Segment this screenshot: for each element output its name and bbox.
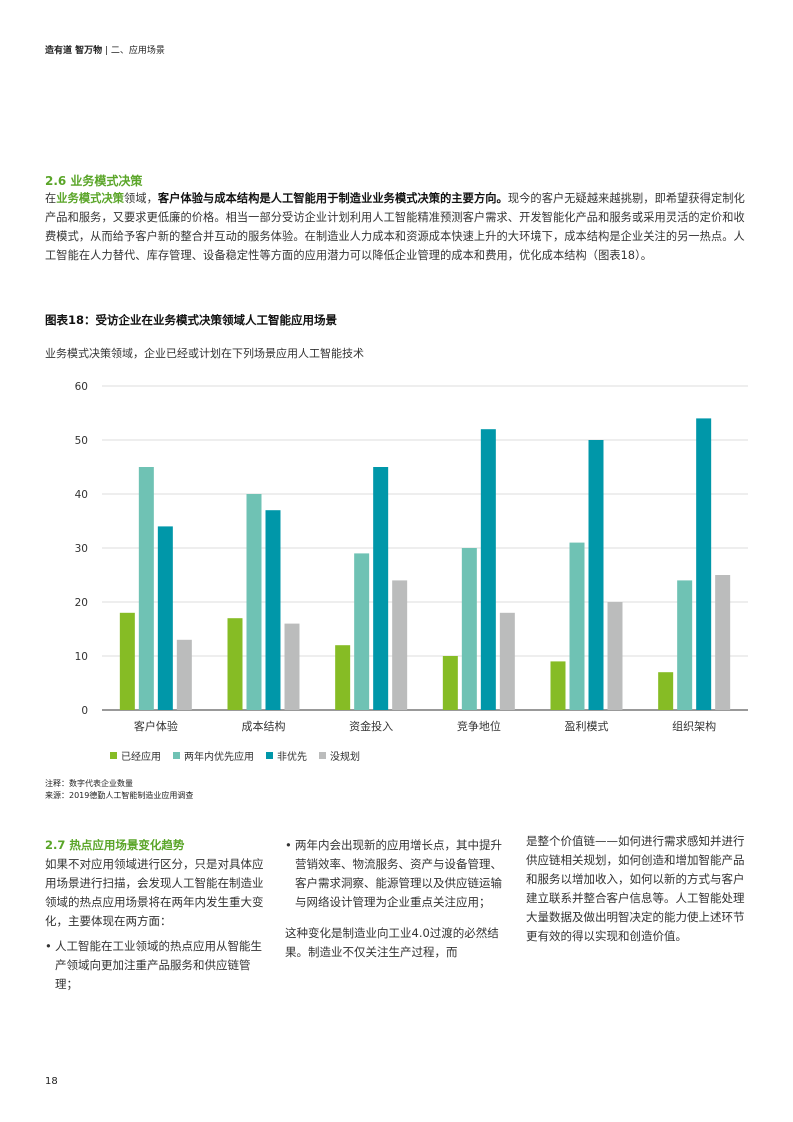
x-tick-label: 盈利模式 bbox=[565, 720, 609, 733]
bar bbox=[696, 418, 712, 710]
y-tick-label: 0 bbox=[81, 705, 88, 717]
header-brand: 造有道 智万物 bbox=[45, 46, 103, 56]
legend-item: 非优先 bbox=[266, 748, 307, 763]
bar bbox=[550, 661, 566, 710]
column-2: 两年内会出现新的应用增长点，其中提升营销效率、物流服务、资产与设备管理、客户需求… bbox=[285, 836, 505, 962]
section2-paragraph-1: 如果不对应用领域进行区分，只是对具体应用场景进行扫描，会发现人工智能在制造业领域… bbox=[45, 857, 264, 928]
intro-bold: 客户体验与成本结构是人工智能用于制造业业务模式决策的主要方向。 bbox=[157, 192, 508, 205]
x-tick-label: 资金投入 bbox=[349, 719, 393, 733]
bar bbox=[442, 656, 458, 710]
page-number: 18 bbox=[45, 1076, 58, 1087]
bar bbox=[138, 467, 154, 710]
bar bbox=[461, 548, 477, 710]
legend-label: 已经应用 bbox=[121, 752, 161, 763]
bar bbox=[335, 645, 351, 710]
y-tick-label: 60 bbox=[75, 381, 88, 393]
figure-subtitle: 业务模式决策领域，企业已经或计划在下列场景应用人工智能技术 bbox=[45, 347, 364, 360]
legend-item: 两年内优先应用 bbox=[173, 748, 254, 763]
x-tick-label: 组织架构 bbox=[672, 719, 716, 733]
legend-item: 已经应用 bbox=[110, 748, 161, 763]
intro-rest: 现今的客户无疑越来越挑剔，即希望获得定制化产品和服务，又要求更低廉的价格。相当一… bbox=[45, 192, 745, 262]
bar bbox=[677, 580, 693, 710]
legend-label: 非优先 bbox=[277, 752, 307, 763]
bar bbox=[157, 526, 173, 710]
header-divider: | bbox=[105, 46, 111, 56]
bar bbox=[658, 672, 674, 710]
intro-mid: 领域， bbox=[124, 192, 158, 205]
column-3: 是整个价值链——如何进行需求感知并进行供应链相关规划，如何创造和增加智能产品和服… bbox=[526, 832, 751, 946]
figure-note: 注释：数字代表企业数量 bbox=[45, 779, 133, 788]
intro-highlight: 业务模式决策 bbox=[56, 192, 125, 205]
bar bbox=[246, 494, 262, 710]
bar bbox=[265, 510, 281, 710]
bar bbox=[499, 612, 515, 710]
legend-label: 没规划 bbox=[330, 752, 360, 763]
y-tick-label: 30 bbox=[75, 543, 88, 555]
legend-swatch bbox=[319, 752, 326, 759]
y-tick-label: 40 bbox=[75, 489, 88, 501]
intro-paragraph: 在业务模式决策领域，客户体验与成本结构是人工智能用于制造业业务模式决策的主要方向… bbox=[45, 189, 750, 265]
chart-legend: 已经应用 两年内优先应用 非优先 没规划 bbox=[110, 748, 360, 763]
bar bbox=[480, 429, 496, 710]
bar bbox=[588, 440, 604, 710]
bar bbox=[569, 542, 585, 710]
bar bbox=[284, 623, 300, 710]
bullet-2: 两年内会出现新的应用增长点，其中提升营销效率、物流服务、资产与设备管理、客户需求… bbox=[285, 836, 505, 912]
y-tick-label: 10 bbox=[75, 651, 88, 663]
bar bbox=[176, 639, 192, 710]
bar bbox=[227, 618, 243, 710]
y-tick-label: 20 bbox=[75, 597, 88, 609]
section2-title: 2.7 热点应用场景变化趋势 bbox=[45, 838, 185, 852]
bar bbox=[392, 580, 408, 710]
section2-paragraph-2: 这种变化是制造业向工业4.0过渡的必然结果。制造业不仅关注生产过程，而 bbox=[285, 926, 499, 959]
figure-notes: 注释：数字代表企业数量 来源：2019德勤人工智能制造业应用调查 bbox=[45, 778, 193, 802]
section2-paragraph-3: 是整个价值链——如何进行需求感知并进行供应链相关规划，如何创造和增加智能产品和服… bbox=[526, 834, 745, 943]
legend-label: 两年内优先应用 bbox=[184, 752, 254, 763]
bar bbox=[607, 602, 623, 710]
running-header: 造有道 智万物 | 二、应用场景 bbox=[45, 43, 165, 56]
intro-pre: 在 bbox=[45, 192, 57, 205]
bullet-1: 人工智能在工业领域的热点应用从智能生产领域向更加注重产品服务和供应链管理； bbox=[45, 937, 270, 994]
legend-swatch bbox=[266, 752, 273, 759]
x-tick-label: 客户体验 bbox=[134, 719, 178, 733]
x-tick-label: 成本结构 bbox=[242, 719, 286, 733]
bar bbox=[715, 575, 731, 710]
legend-swatch bbox=[173, 752, 180, 759]
section-title: 2.6 业务模式决策 bbox=[45, 174, 143, 188]
bar-chart: 0 10 20 30 40 50 60 客户体验 成本结构 资金投入 竞争地位 盈利模式 组织架构 bbox=[75, 381, 748, 733]
bar bbox=[119, 612, 135, 710]
figure-source: 来源：2019德勤人工智能制造业应用调查 bbox=[45, 791, 194, 800]
column-1: 2.7 热点应用场景变化趋势 如果不对应用领域进行区分，只是对具体应用场景进行扫… bbox=[45, 836, 270, 994]
x-tick-label: 竞争地位 bbox=[457, 719, 501, 733]
legend-item: 没规划 bbox=[319, 748, 360, 763]
y-tick-label: 50 bbox=[75, 435, 88, 447]
legend-swatch bbox=[110, 752, 117, 759]
header-section: 二、应用场景 bbox=[110, 46, 165, 56]
bar bbox=[373, 467, 389, 710]
figure-title: 图表18：受访企业在业务模式决策领域人工智能应用场景 bbox=[45, 313, 338, 327]
bar bbox=[354, 553, 370, 710]
